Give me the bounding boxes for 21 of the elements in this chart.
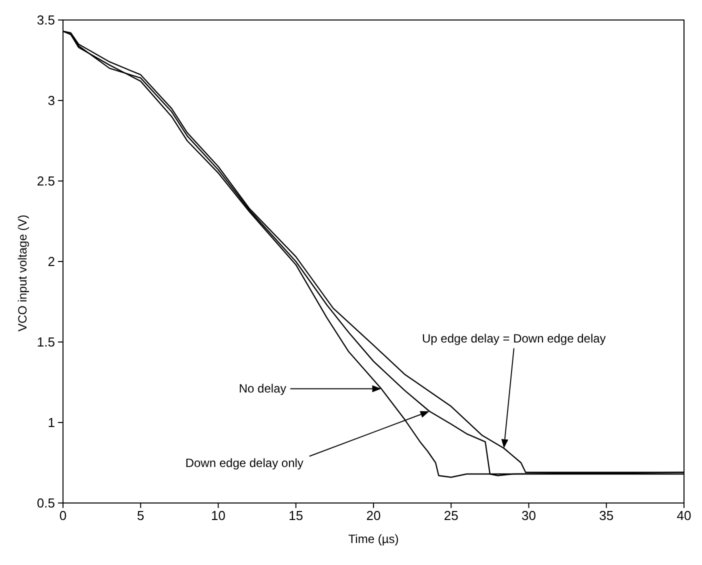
y-tick-label: 2.5 [36, 174, 55, 189]
x-tick-label: 5 [137, 508, 144, 524]
x-tick-label: 10 [211, 508, 226, 524]
x-tick-label: 15 [288, 508, 304, 524]
x-tick-label: 40 [676, 508, 692, 524]
x-tick-label: 20 [366, 508, 381, 524]
y-tick-label: 3.5 [36, 12, 55, 28]
x-tick-label: 35 [599, 508, 614, 524]
y-tick-label: 0.5 [36, 496, 55, 511]
x-tick-label: 0 [59, 508, 67, 524]
annotation: Down edge delay only [185, 456, 304, 470]
y-tick-label: 1.5 [36, 334, 55, 350]
x-tick-label: 25 [444, 508, 458, 524]
annotation: No delay [238, 382, 286, 396]
y-tick-label: 2 [48, 254, 55, 270]
y-tick-label: 3 [48, 93, 55, 108]
y-tick-label: 1 [48, 415, 55, 430]
y-axis-title: VCO input voltage (V) [15, 214, 30, 332]
x-axis-title: Time (µs) [348, 532, 399, 546]
x-tick-label: 30 [522, 508, 536, 524]
annotation: Up edge delay = Down edge delay [422, 331, 606, 346]
